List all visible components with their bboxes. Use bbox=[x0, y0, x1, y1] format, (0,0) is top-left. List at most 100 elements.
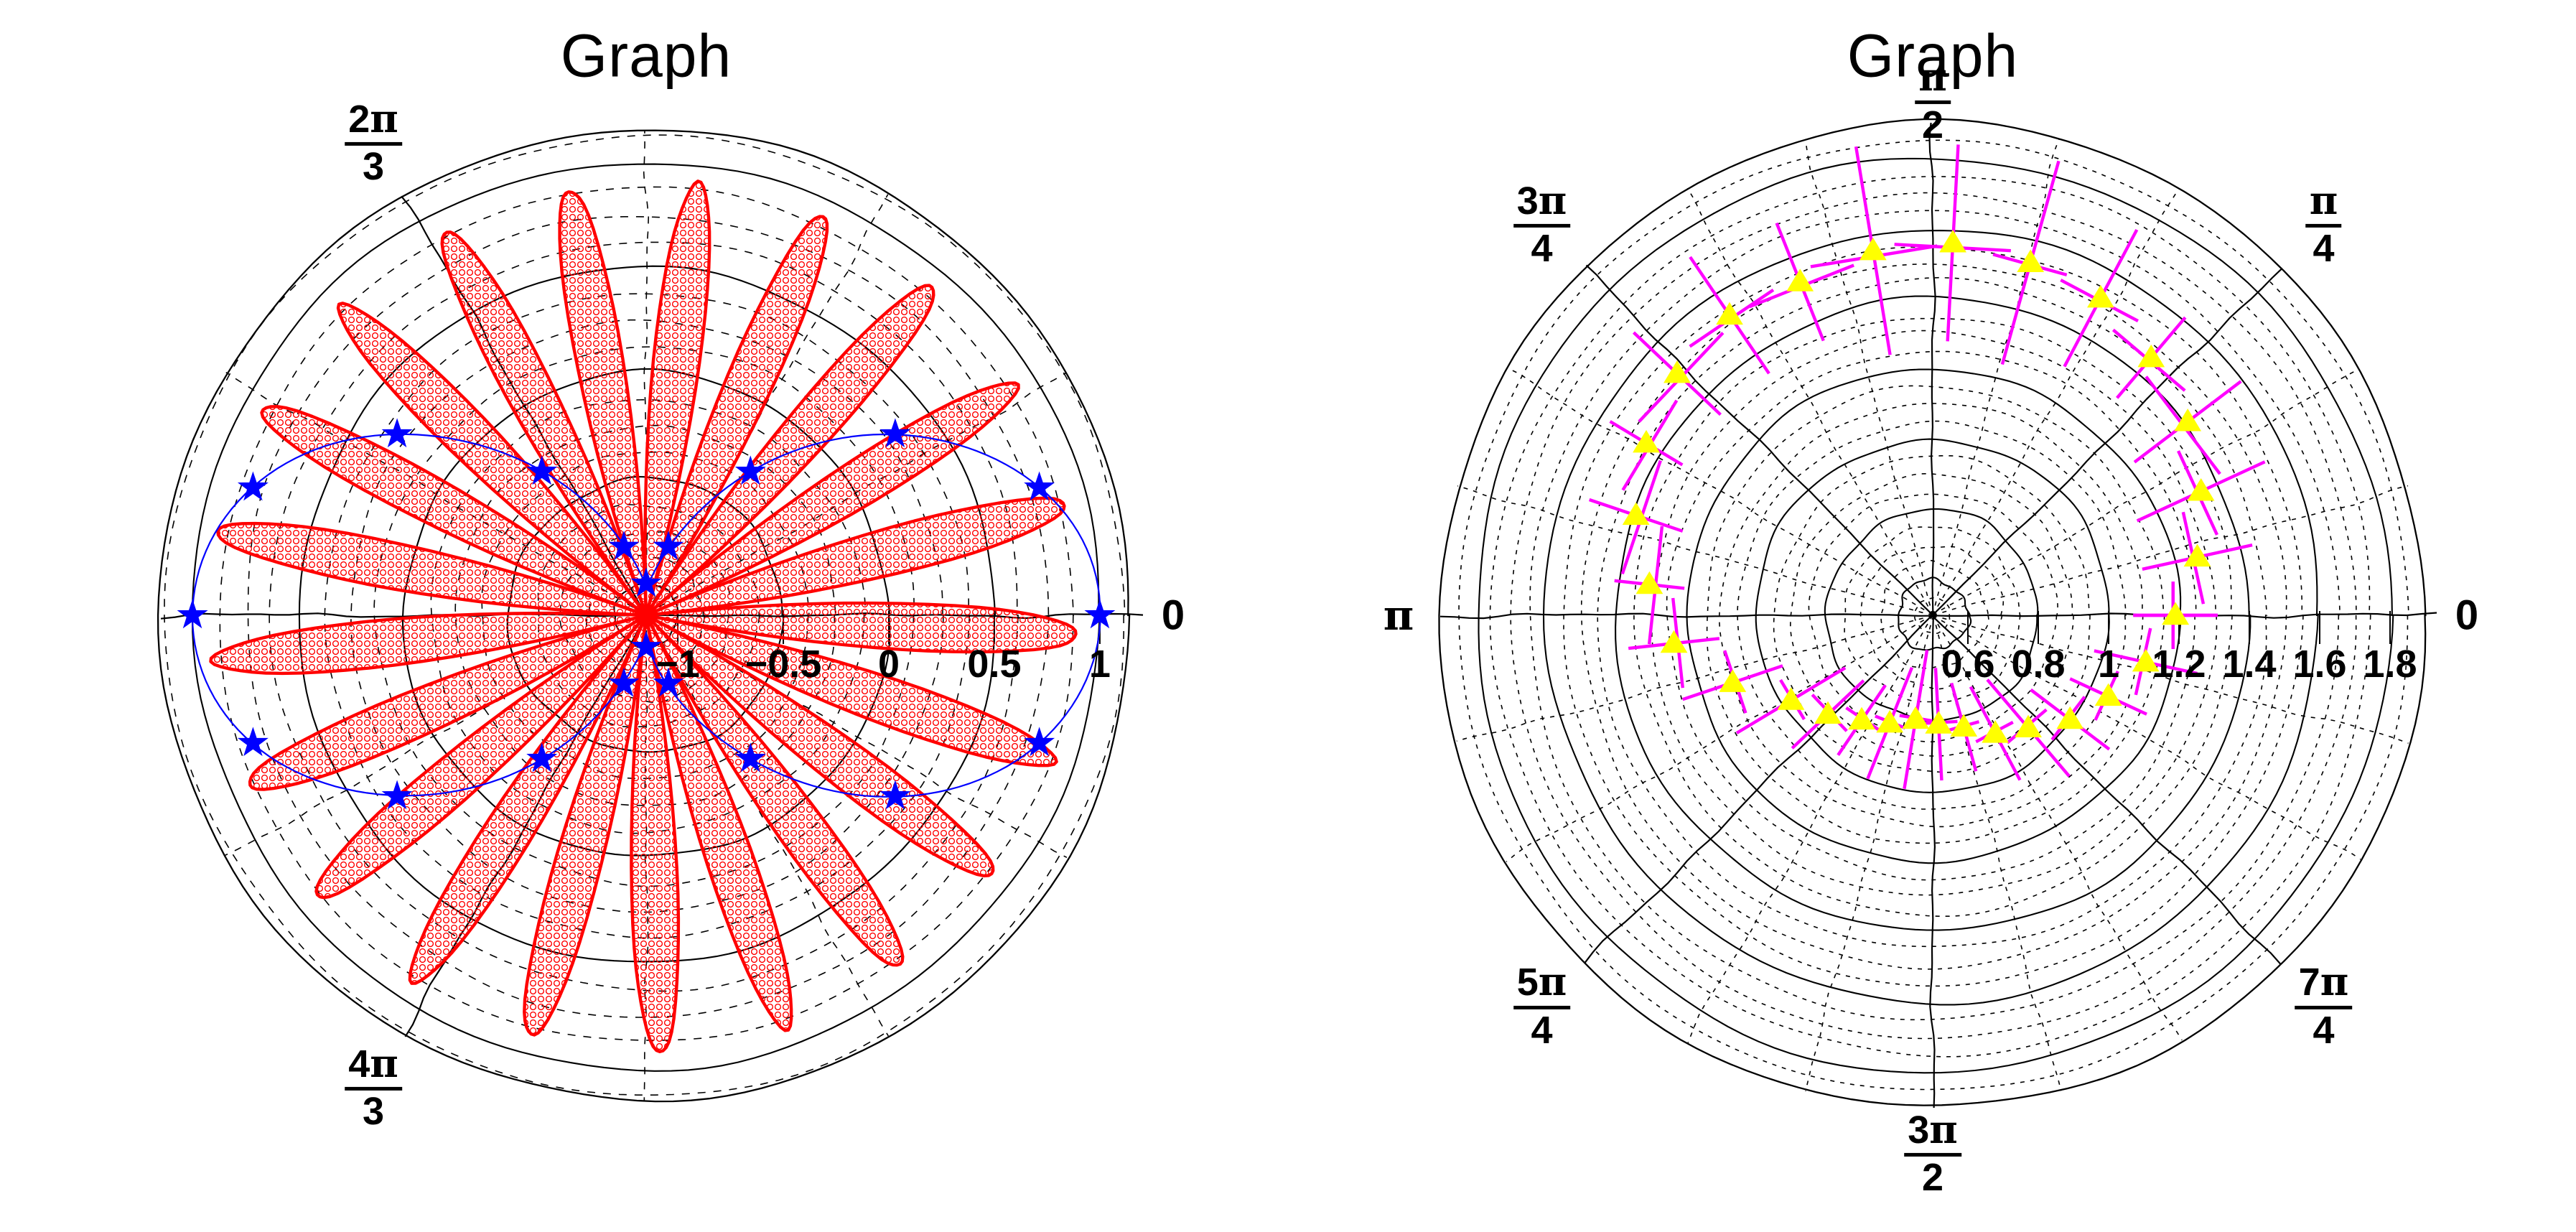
triangle-marker bbox=[2015, 714, 2042, 738]
pi-glyph: π bbox=[370, 1040, 398, 1087]
r-tick-label: 0.8 bbox=[2011, 643, 2066, 686]
star-marker bbox=[1024, 727, 1055, 757]
theta-label: 4π 3 bbox=[345, 1044, 402, 1131]
triangle-marker bbox=[1633, 429, 1660, 453]
pi-glyph: π bbox=[1383, 591, 1414, 640]
star-marker bbox=[879, 418, 911, 448]
triangle-marker bbox=[1719, 669, 1747, 692]
fraction-denominator: 3 bbox=[362, 1090, 385, 1134]
theta-label: 0 bbox=[1161, 592, 1185, 639]
fraction-denominator: 2 bbox=[1921, 1156, 1944, 1199]
star-line-series bbox=[177, 418, 1116, 810]
star-marker bbox=[526, 742, 558, 773]
rose-series bbox=[209, 179, 1078, 1053]
triangle-marker bbox=[2183, 543, 2211, 567]
star-marker bbox=[1024, 471, 1055, 501]
star-marker bbox=[608, 531, 640, 560]
fraction-numerator: π bbox=[1915, 57, 1951, 104]
r-tick-label: 1.4 bbox=[2222, 643, 2277, 686]
triangle-marker bbox=[1635, 571, 1663, 594]
triangle-marker bbox=[1716, 302, 1743, 325]
fraction-denominator: 3 bbox=[362, 144, 385, 188]
triangle-marker bbox=[1939, 229, 1966, 253]
star-marker bbox=[381, 418, 413, 448]
pi-glyph: π bbox=[1538, 958, 1567, 1005]
r-tick-label: 1 bbox=[2097, 643, 2120, 686]
triangle-marker bbox=[2137, 344, 2165, 368]
polar-chart-right bbox=[1438, 118, 2437, 1109]
star-marker bbox=[630, 630, 662, 661]
star-marker bbox=[177, 599, 208, 629]
triangle-marker bbox=[1660, 630, 1688, 653]
pi-glyph: π bbox=[2320, 958, 2349, 1005]
triangle-marker bbox=[1786, 269, 1814, 291]
fraction-denominator: 4 bbox=[1531, 1008, 1553, 1052]
triangle-marker bbox=[2132, 648, 2160, 672]
star-marker bbox=[1084, 599, 1116, 629]
r-tick-label: 0.6 bbox=[1941, 643, 1995, 686]
star-marker bbox=[526, 455, 558, 485]
triangle-marker bbox=[1777, 687, 1805, 710]
fraction-denominator: 4 bbox=[1531, 226, 1553, 270]
theta-label: 2π 3 bbox=[345, 98, 402, 188]
r-tick-label: 1.2 bbox=[2152, 643, 2206, 686]
star-marker bbox=[734, 455, 766, 485]
polar-grid bbox=[1438, 118, 2437, 1109]
star-marker bbox=[381, 780, 413, 810]
chart-title-left: Graph bbox=[560, 22, 732, 90]
theta-label: 0 bbox=[2455, 592, 2479, 639]
star-marker bbox=[237, 471, 269, 501]
r-tick-label: 1.6 bbox=[2292, 643, 2347, 686]
theta-label: 5π 4 bbox=[1513, 962, 1571, 1050]
triangle-marker bbox=[1859, 237, 1887, 261]
chart-title-right: Graph bbox=[1847, 22, 2019, 90]
triangle-marker bbox=[1982, 720, 2010, 743]
fraction-denominator: 2 bbox=[1921, 103, 1944, 146]
fraction-numerator: π bbox=[2305, 180, 2342, 228]
star-marker bbox=[653, 531, 684, 560]
fraction-denominator: 4 bbox=[2313, 1008, 2335, 1052]
triangle-marker bbox=[1848, 706, 1875, 730]
r-tick-label: 0.5 bbox=[967, 643, 1022, 686]
fraction-denominator: 4 bbox=[2313, 226, 2335, 270]
star-marker bbox=[237, 727, 269, 757]
triangle-marker bbox=[2056, 706, 2084, 729]
triangle-marker bbox=[1814, 701, 1842, 724]
triangle-marker bbox=[2086, 284, 2114, 308]
polar-chart-left bbox=[157, 129, 1144, 1103]
triangle-marker bbox=[1876, 709, 1904, 733]
pi-glyph: π bbox=[1918, 53, 1947, 100]
star-marker bbox=[630, 567, 662, 597]
star-marker bbox=[879, 780, 911, 810]
fraction-numerator: 3π bbox=[1904, 1109, 1961, 1157]
triangle-marker bbox=[2094, 683, 2122, 706]
r-tick-label: 1.8 bbox=[2363, 643, 2417, 686]
triangle-marker bbox=[2162, 602, 2189, 625]
star-marker bbox=[734, 742, 766, 773]
r-tick-label: 1 bbox=[1088, 643, 1111, 686]
pi-glyph: π bbox=[370, 95, 398, 141]
triangle-marker bbox=[1902, 706, 1930, 729]
r-tick-label: −0.5 bbox=[745, 643, 822, 686]
pi-glyph: π bbox=[1929, 1106, 1958, 1152]
fraction-numerator: 5π bbox=[1513, 962, 1571, 1009]
triangle-marker bbox=[2017, 249, 2045, 273]
triangle-marker bbox=[1622, 502, 1650, 526]
fraction-numerator: 3π bbox=[1513, 177, 1571, 228]
star-marker bbox=[608, 667, 640, 697]
theta-label: 3π 2 bbox=[1904, 1109, 1961, 1199]
fraction-numerator: 2π bbox=[345, 98, 402, 146]
theta-label: 3π 4 bbox=[1513, 180, 1571, 268]
r-tick-label: −1 bbox=[655, 643, 700, 686]
pi-glyph: π bbox=[1538, 177, 1567, 223]
theta-label: π bbox=[1383, 591, 1414, 640]
triangle-marker bbox=[2174, 409, 2202, 431]
r-tick-label: 0 bbox=[877, 643, 900, 686]
fraction-numerator: 4π bbox=[345, 1044, 402, 1091]
triangle-marker bbox=[1663, 360, 1691, 383]
theta-label: 7π 4 bbox=[2295, 962, 2353, 1050]
